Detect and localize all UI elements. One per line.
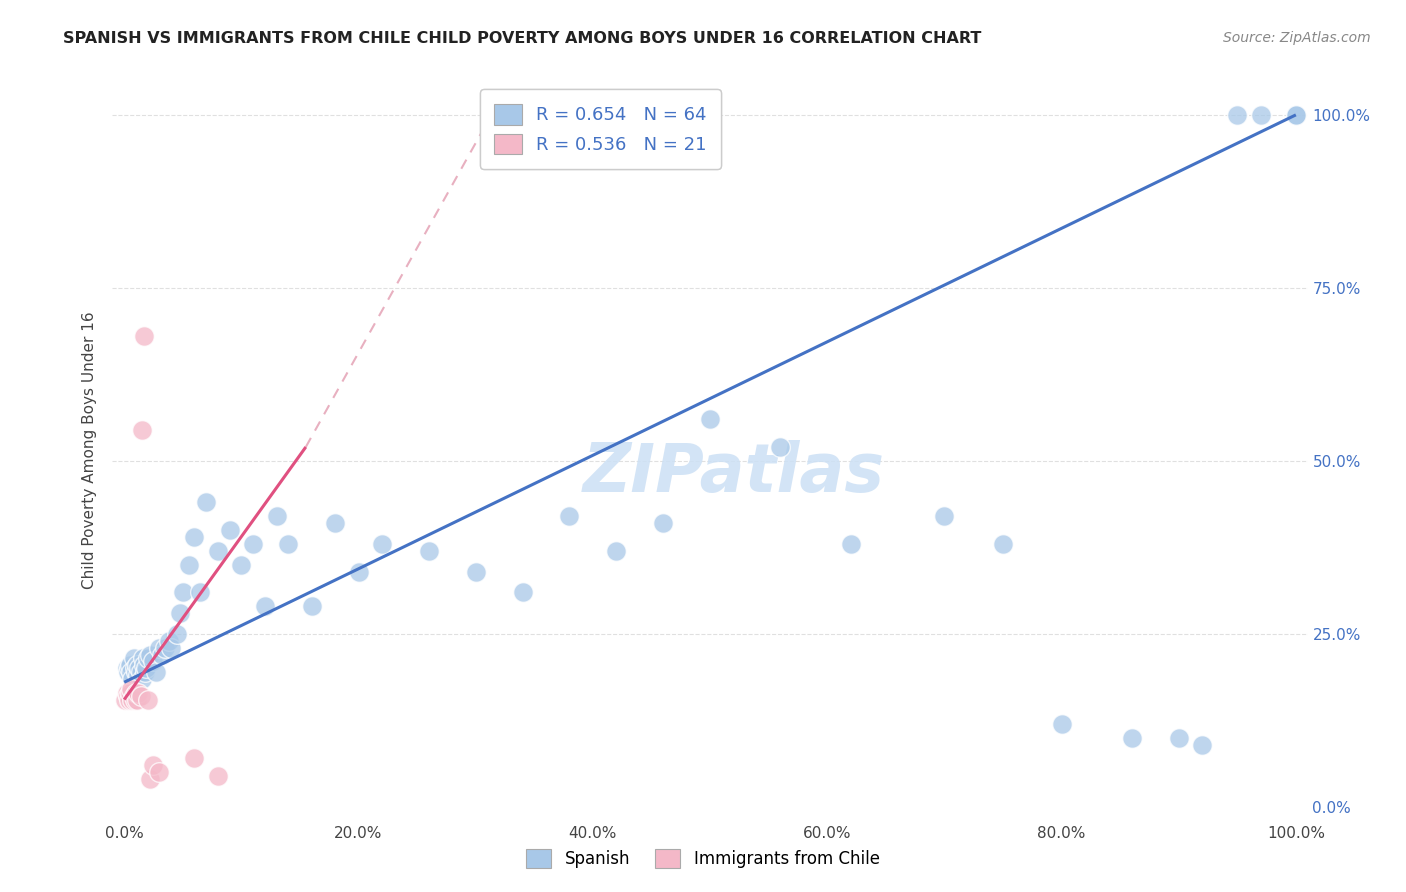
Point	[142, 655, 165, 669]
Point	[1191, 738, 1213, 752]
Point	[183, 530, 205, 544]
Point	[127, 685, 149, 699]
Text: SPANISH VS IMMIGRANTS FROM CHILE CHILD POVERTY AMONG BOYS UNDER 16 CORRELATION C: SPANISH VS IMMIGRANTS FROM CHILE CHILD P…	[63, 31, 981, 46]
Point	[145, 665, 167, 679]
Point	[558, 509, 581, 524]
Point	[129, 665, 152, 679]
Point	[169, 606, 191, 620]
Point	[150, 648, 173, 662]
Point	[122, 689, 145, 703]
Point	[129, 689, 152, 703]
Point	[155, 640, 177, 655]
Point	[117, 689, 139, 703]
Point	[699, 412, 721, 426]
Point	[127, 657, 149, 672]
Point	[839, 537, 862, 551]
Point	[115, 685, 138, 699]
Point	[148, 640, 170, 655]
Point	[1050, 716, 1073, 731]
Point	[1121, 731, 1143, 745]
Point	[991, 537, 1014, 551]
Point	[1250, 108, 1272, 122]
Point	[114, 692, 136, 706]
Point	[242, 537, 264, 551]
Text: ZIPatlas: ZIPatlas	[583, 440, 884, 506]
Point	[1285, 108, 1308, 122]
Point	[135, 661, 157, 675]
Point	[121, 672, 143, 686]
Point	[207, 543, 229, 558]
Point	[120, 682, 142, 697]
Point	[134, 665, 156, 679]
Point	[1285, 108, 1308, 122]
Point	[120, 665, 142, 679]
Point	[127, 692, 149, 706]
Point	[177, 558, 200, 572]
Point	[132, 651, 155, 665]
Point	[266, 509, 288, 524]
Point	[128, 661, 150, 675]
Point	[136, 692, 159, 706]
Point	[124, 692, 146, 706]
Point	[139, 648, 162, 662]
Point	[934, 509, 956, 524]
Point	[183, 751, 205, 765]
Point	[118, 692, 141, 706]
Legend: Spanish, Immigrants from Chile: Spanish, Immigrants from Chile	[520, 843, 886, 875]
Legend: R = 0.654   N = 64, R = 0.536   N = 21: R = 0.654 N = 64, R = 0.536 N = 21	[479, 89, 721, 169]
Point	[132, 657, 156, 672]
Point	[464, 565, 486, 579]
Point	[253, 599, 276, 614]
Point	[125, 685, 148, 699]
Point	[120, 657, 141, 672]
Point	[1226, 108, 1249, 122]
Point	[277, 537, 299, 551]
Point	[131, 423, 153, 437]
Point	[142, 758, 165, 772]
Point	[371, 537, 394, 551]
Point	[512, 585, 534, 599]
Point	[323, 516, 346, 530]
Point	[605, 543, 627, 558]
Point	[218, 523, 240, 537]
Point	[172, 585, 194, 599]
Point	[195, 495, 218, 509]
Point	[125, 665, 148, 679]
Point	[166, 627, 188, 641]
Point	[1167, 731, 1189, 745]
Point	[157, 633, 180, 648]
Point	[231, 558, 253, 572]
Point	[115, 661, 138, 675]
Point	[124, 661, 146, 675]
Point	[122, 651, 145, 665]
Point	[139, 772, 162, 786]
Point	[207, 769, 229, 783]
Point	[136, 651, 159, 665]
Text: Source: ZipAtlas.com: Source: ZipAtlas.com	[1223, 31, 1371, 45]
Point	[652, 516, 675, 530]
Point	[418, 543, 440, 558]
Point	[148, 765, 170, 780]
Point	[121, 692, 143, 706]
Point	[769, 440, 792, 454]
Point	[118, 661, 141, 675]
Point	[127, 668, 149, 682]
Point	[160, 640, 183, 655]
Point	[117, 665, 139, 679]
Point	[188, 585, 212, 599]
Point	[347, 565, 370, 579]
Point	[132, 329, 156, 343]
Point	[301, 599, 323, 614]
Y-axis label: Child Poverty Among Boys Under 16: Child Poverty Among Boys Under 16	[82, 311, 97, 590]
Point	[131, 672, 153, 686]
Point	[120, 685, 141, 699]
